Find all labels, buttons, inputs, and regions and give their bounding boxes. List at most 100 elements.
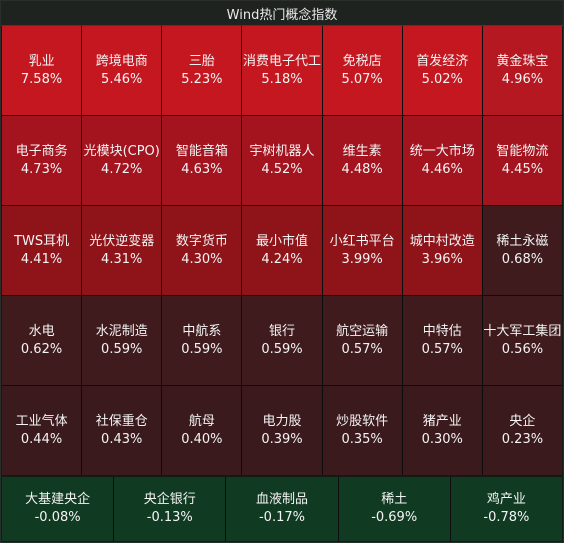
- concept-heatmap-grid: 乳业 7.58% 跨境电商 5.46% 三胎 5.23% 消费电子代工 5.18% 免税店 5.0…: [2, 26, 562, 475]
- concept-name: 大基建央企: [25, 492, 91, 507]
- concept-tile[interactable]: 光模块(CPO) 4.72%: [82, 116, 162, 205]
- concept-tile[interactable]: 航空运输 0.57%: [322, 296, 402, 385]
- concept-name: 最小市值: [255, 233, 308, 249]
- concept-tile[interactable]: 电力股 0.39%: [242, 386, 322, 475]
- concept-change: 0.39%: [261, 431, 303, 447]
- concept-name: 首发经济: [416, 53, 469, 69]
- concept-tile[interactable]: 中航系 0.59%: [162, 296, 242, 385]
- concept-name: 央企银行: [143, 492, 196, 507]
- concept-name: 乳业: [28, 53, 55, 69]
- concept-name: 炒股软件: [336, 413, 389, 429]
- concept-tile[interactable]: 宇树机器人 4.52%: [242, 116, 322, 205]
- concept-tile[interactable]: 统一大市场 4.46%: [402, 116, 482, 205]
- concept-change: -0.08%: [34, 510, 81, 525]
- concept-change: 4.73%: [20, 161, 63, 177]
- concept-change: 0.62%: [20, 341, 63, 357]
- concept-change: 4.30%: [181, 251, 223, 267]
- concept-name: 城中村改造: [409, 233, 475, 249]
- concept-tile[interactable]: 猪产业 0.30%: [402, 386, 482, 475]
- concept-tile[interactable]: 最小市值 4.24%: [242, 206, 322, 295]
- concept-name: 鸡产业: [486, 492, 526, 507]
- concept-change: 0.59%: [181, 341, 223, 357]
- concept-tile[interactable]: 中特估 0.57%: [402, 296, 482, 385]
- concept-tile[interactable]: 首发经济 5.02%: [402, 26, 482, 115]
- concept-tile[interactable]: 维生素 4.48%: [322, 116, 402, 205]
- concept-change: 4.63%: [181, 161, 223, 177]
- concept-change: -0.17%: [258, 510, 305, 525]
- negative-concepts-row: 大基建央企 -0.08% 央企银行 -0.13% 血液制品 -0.17% 稀土 -0.69% 鸡…: [2, 477, 562, 541]
- panel-title: Wind热门概念指数: [1, 1, 563, 26]
- concept-tile[interactable]: TWS耳机 4.41%: [2, 206, 82, 295]
- concept-tile[interactable]: 三胎 5.23%: [162, 26, 242, 115]
- concept-name: 消费电子代工: [242, 53, 321, 69]
- concept-tile[interactable]: 跨境电商 5.46%: [82, 26, 162, 115]
- concept-name: 智能物流: [496, 143, 549, 159]
- concept-tile[interactable]: 银行 0.59%: [242, 296, 322, 385]
- concept-tile[interactable]: 稀土永磁 0.68%: [482, 206, 562, 295]
- concept-tile[interactable]: 免税店 5.07%: [322, 26, 402, 115]
- concept-name: 社保重仓: [95, 413, 148, 429]
- concept-tile[interactable]: 小红书平台 3.99%: [322, 206, 402, 295]
- concept-name: 维生素: [342, 143, 382, 159]
- concept-tile[interactable]: 十大军工集团 0.56%: [482, 296, 562, 385]
- concept-name: 猪产业: [422, 413, 462, 429]
- concept-tile[interactable]: 智能物流 4.45%: [482, 116, 562, 205]
- concept-name: 数字货币: [175, 233, 228, 249]
- concept-change: 5.07%: [341, 71, 383, 87]
- concept-name: 稀土: [381, 492, 408, 507]
- concept-name: 光伏逆变器: [89, 233, 155, 249]
- concept-name: 三胎: [188, 53, 215, 69]
- concept-name: 中航系: [182, 323, 222, 339]
- concept-tile[interactable]: 央企 0.23%: [482, 386, 562, 475]
- concept-tile[interactable]: 工业气体 0.44%: [2, 386, 82, 475]
- concept-change: 4.45%: [501, 161, 544, 177]
- concept-change: 4.96%: [501, 71, 544, 87]
- concept-change: -0.78%: [483, 510, 530, 525]
- concept-tile[interactable]: 央企银行 -0.13%: [114, 477, 226, 541]
- concept-tile[interactable]: 社保重仓 0.43%: [82, 386, 162, 475]
- concept-change: 4.41%: [20, 251, 63, 267]
- concept-tile[interactable]: 消费电子代工 5.18%: [242, 26, 322, 115]
- concept-name: 稀土永磁: [496, 233, 549, 249]
- concept-name: 免税店: [342, 53, 382, 69]
- concept-change: 0.40%: [181, 431, 223, 447]
- concept-tile[interactable]: 黄金珠宝 4.96%: [482, 26, 562, 115]
- concept-name: 水电: [28, 323, 55, 339]
- concept-name: 光模块(CPO): [83, 143, 160, 159]
- concept-name: 黄金珠宝: [496, 53, 549, 69]
- concept-name: 血液制品: [255, 492, 308, 507]
- concept-change: -0.69%: [371, 510, 418, 525]
- concept-change: 0.35%: [341, 431, 383, 447]
- concept-change: 0.30%: [421, 431, 463, 447]
- concept-tile[interactable]: 光伏逆变器 4.31%: [82, 206, 162, 295]
- concept-change: 5.23%: [181, 71, 223, 87]
- concept-change: 4.24%: [261, 251, 303, 267]
- concept-name: 跨境电商: [95, 53, 148, 69]
- concept-tile[interactable]: 水泥制造 0.59%: [82, 296, 162, 385]
- concept-tile[interactable]: 电子商务 4.73%: [2, 116, 82, 205]
- concept-change: 0.43%: [101, 431, 143, 447]
- concept-tile[interactable]: 乳业 7.58%: [2, 26, 82, 115]
- concept-name: 航空运输: [336, 323, 389, 339]
- concept-name: 银行: [268, 323, 295, 339]
- concept-tile[interactable]: 炒股软件 0.35%: [322, 386, 402, 475]
- concept-change: 4.72%: [101, 161, 143, 177]
- concept-tile[interactable]: 大基建央企 -0.08%: [2, 477, 114, 541]
- concept-tile[interactable]: 数字货币 4.30%: [162, 206, 242, 295]
- concept-tile[interactable]: 智能音箱 4.63%: [162, 116, 242, 205]
- concept-tile[interactable]: 水电 0.62%: [2, 296, 82, 385]
- concept-change: 3.96%: [421, 251, 463, 267]
- concept-change: 4.46%: [421, 161, 463, 177]
- concept-tile[interactable]: 城中村改造 3.96%: [402, 206, 482, 295]
- concept-tile[interactable]: 航母 0.40%: [162, 386, 242, 475]
- concept-tile[interactable]: 血液制品 -0.17%: [226, 477, 338, 541]
- concept-name: 十大军工集团: [483, 323, 562, 339]
- concept-tile[interactable]: 稀土 -0.69%: [338, 477, 450, 541]
- concept-change: 0.23%: [501, 431, 544, 447]
- concept-name: 电力股: [262, 413, 302, 429]
- concept-name: 统一大市场: [409, 143, 475, 159]
- concept-change: 5.02%: [421, 71, 463, 87]
- concept-change: 0.56%: [501, 341, 544, 357]
- concept-tile[interactable]: 鸡产业 -0.78%: [450, 477, 562, 541]
- concept-change: 3.99%: [341, 251, 383, 267]
